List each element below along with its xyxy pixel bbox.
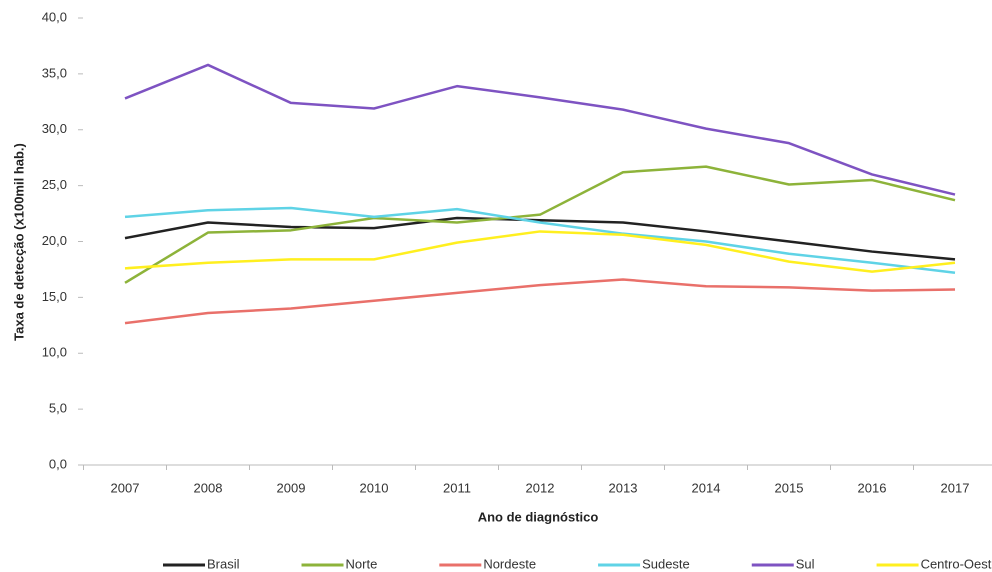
- x-tick-label: 2012: [526, 480, 555, 495]
- x-axis-title: Ano de diagnóstico: [478, 509, 599, 524]
- legend-label: Brasil: [207, 556, 240, 571]
- legend-label: Sul: [796, 556, 815, 571]
- legend-label: Centro-Oeste: [921, 556, 992, 571]
- y-tick-label: 35,0: [42, 65, 67, 80]
- y-tick-label: 25,0: [42, 177, 67, 192]
- y-tick-label: 10,0: [42, 345, 67, 360]
- series-line: [124, 165, 956, 284]
- x-tick-label: 2011: [443, 480, 471, 495]
- legend-label: Sudeste: [642, 556, 690, 571]
- series-line: [124, 278, 956, 325]
- y-tick-label: 30,0: [42, 121, 67, 136]
- x-tick-label: 2008: [194, 480, 223, 495]
- x-tick-label: 2010: [360, 480, 389, 495]
- series-line: [124, 216, 956, 261]
- x-tick-label: 2007: [111, 480, 140, 495]
- y-tick-label: 5,0: [49, 401, 67, 416]
- legend-label: Nordeste: [483, 556, 536, 571]
- legend-label: Norte: [346, 556, 378, 571]
- y-tick-label: 15,0: [42, 289, 67, 304]
- x-tick-label: 2014: [692, 480, 721, 495]
- series-line: [124, 230, 956, 273]
- x-tick-label: 2009: [277, 480, 306, 495]
- y-tick-label: 0,0: [49, 456, 67, 471]
- x-tick-label: 2017: [941, 480, 970, 495]
- series-line: [124, 63, 956, 196]
- x-tick-label: 2013: [609, 480, 638, 495]
- y-tick-label: 20,0: [42, 233, 67, 248]
- x-tick-label: 2016: [858, 480, 887, 495]
- series-line: [124, 206, 956, 275]
- y-tick-label: 40,0: [42, 9, 67, 24]
- y-axis-title: Taxa de detecção (x100mil hab.): [11, 143, 26, 341]
- x-tick-label: 2015: [775, 480, 804, 495]
